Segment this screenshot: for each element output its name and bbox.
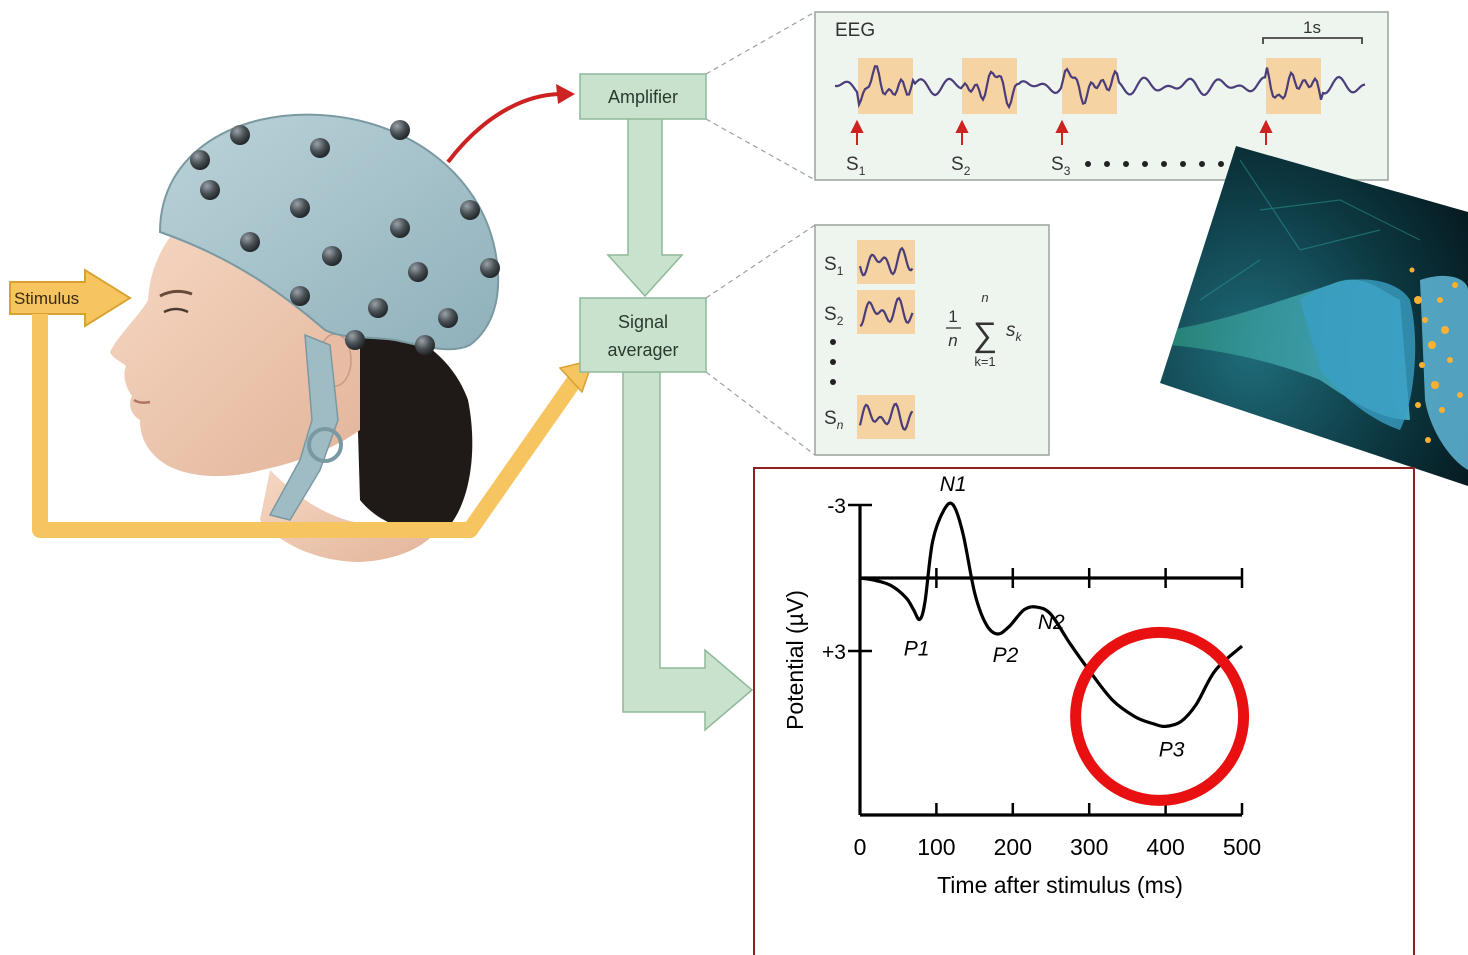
erp-curve (859, 501, 1244, 729)
stimulus-label-s3: S3 (1051, 154, 1071, 178)
epoch-wave-n (858, 402, 914, 431)
svg-text:k=1: k=1 (974, 354, 995, 369)
erp-chart-frame (753, 467, 1415, 955)
row-label-sn: Sn (824, 408, 844, 432)
electrode-16 (345, 330, 365, 350)
x-tick-label-300: 300 (1070, 834, 1108, 860)
svg-text:sk: sk (1006, 320, 1023, 344)
peak-label-p1: P1 (904, 637, 930, 660)
epoch-highlight-4 (1266, 58, 1321, 114)
electrode-6 (390, 218, 410, 238)
row-label-s1: S1 (824, 254, 844, 278)
electrode-17 (415, 335, 435, 355)
electrode-3 (390, 120, 410, 140)
electrode-10 (408, 262, 428, 282)
x-tick-label-200: 200 (994, 834, 1032, 860)
average-formula: 1 n n ∑ k=1 sk (946, 290, 1023, 369)
electrode-14 (438, 308, 458, 328)
electrode-4 (200, 180, 220, 200)
electrode-9 (322, 246, 342, 266)
neurotransmitter-particles (1409, 267, 1463, 443)
electrode-12 (290, 286, 310, 306)
chart-annotations: N1 P1 N2 P2 P3 (904, 473, 1185, 761)
eeg-panel: EEG 1s S1 S2 S3 (814, 11, 1389, 181)
chart-ticks: 0 100 200 300 400 500 -3 +3 (822, 495, 1261, 860)
amplifier-box: Amplifier (579, 73, 707, 120)
stimulus-arrow: Stimulus (9, 268, 595, 538)
y-axis-label: Potential (µV) (782, 590, 808, 730)
row-label-s2: S2 (824, 304, 844, 328)
x-tick-label-0: 0 (854, 834, 867, 860)
electrode-2 (310, 138, 330, 158)
neuron-synapse-image (1160, 146, 1468, 486)
svg-text:n: n (981, 290, 988, 305)
electrode-7 (460, 200, 480, 220)
ellipsis-dots (1085, 161, 1224, 167)
stimulus-label-s1: S1 (846, 154, 866, 178)
svg-text:n: n (948, 331, 957, 350)
peak-label-n2: N2 (1038, 611, 1065, 634)
eeg-electrode-cap-icon (158, 113, 500, 521)
x-axis-label: Time after stimulus (ms) (937, 872, 1183, 898)
eeg-trace (834, 65, 1366, 110)
peak-label-n1: N1 (940, 473, 967, 496)
epoch-wave-2 (859, 296, 914, 327)
peak-label-p2: P2 (993, 644, 1019, 667)
averager-panel: S1 S2 Sn 1 n n ∑ k=1 sk (814, 224, 1050, 456)
x-tick-label-100: 100 (917, 834, 955, 860)
electrode-8 (240, 232, 260, 252)
p3-highlight-circle (1070, 626, 1250, 806)
svg-text:∑: ∑ (973, 316, 997, 354)
erp-chart: 0 100 200 300 400 500 -3 +3 N1 P1 N2 P2 P3 Time aft… (753, 467, 1415, 955)
electrode-11 (480, 258, 500, 278)
signal-averager-box: Signal averager (579, 297, 707, 373)
chart-axes (858, 505, 1242, 817)
electrode-1 (230, 125, 250, 145)
flow-arrows (606, 117, 754, 732)
y-tick-label: +3 (822, 641, 846, 664)
svg-text:1: 1 (948, 307, 957, 326)
eeg-title: EEG (835, 20, 875, 41)
stimulus-label: Stimulus (14, 289, 79, 308)
electrode-5 (290, 198, 310, 218)
x-tick-label-500: 500 (1223, 834, 1261, 860)
vertical-ellipsis (830, 339, 836, 385)
signal-averager-label-1: Signal (618, 312, 668, 332)
callout-lines (705, 11, 816, 456)
signal-averager-label-2: averager (607, 340, 678, 360)
y-tick-label: -3 (827, 495, 846, 518)
electrode-13 (368, 298, 388, 318)
peak-label-p3: P3 (1159, 738, 1185, 761)
amplifier-label: Amplifier (608, 87, 678, 107)
amplifier-input-arrow (446, 84, 575, 164)
electrode-15 (190, 150, 210, 170)
epoch-wave-1 (858, 246, 914, 277)
scale-label: 1s (1303, 18, 1321, 37)
x-tick-label-400: 400 (1146, 834, 1184, 860)
stimulus-label-s2: S2 (951, 154, 971, 178)
